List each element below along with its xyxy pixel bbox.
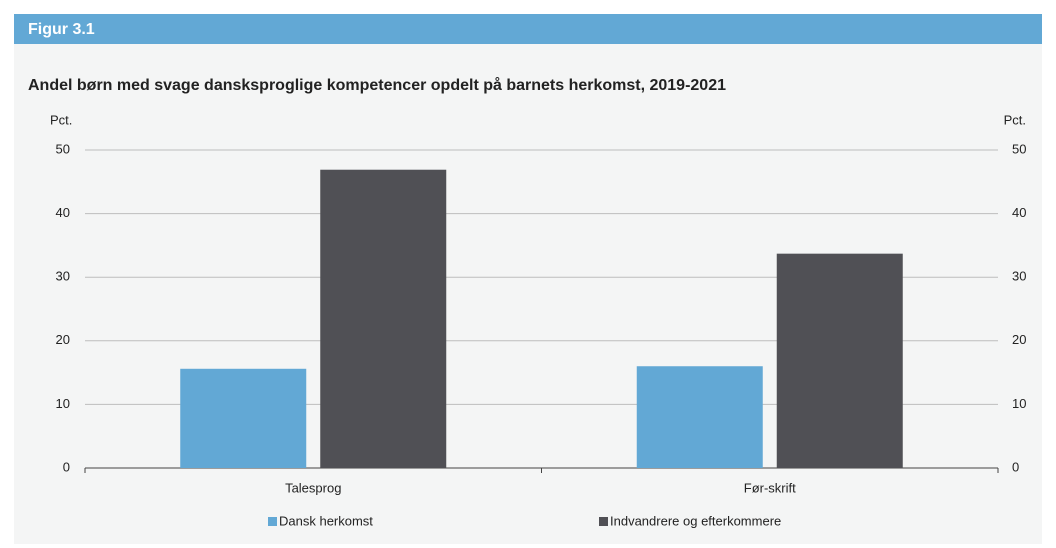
- legend-label: Indvandrere og efterkommere: [610, 513, 781, 528]
- header-title: Figur 3.1: [28, 21, 95, 38]
- y2-tick-label: 30: [1012, 269, 1026, 284]
- legend-label: Dansk herkomst: [279, 513, 373, 528]
- y-tick-label: 30: [56, 269, 70, 284]
- y2-axis-label: Pct.: [1004, 112, 1026, 127]
- y-axis-label: Pct.: [50, 112, 72, 127]
- y2-tick-label: 10: [1012, 396, 1026, 411]
- bar: [636, 366, 763, 468]
- y2-tick-label: 50: [1012, 141, 1026, 156]
- bar: [180, 368, 307, 468]
- x-tick-label: Før-skrift: [744, 480, 796, 495]
- y-tick-label: 0: [63, 459, 70, 474]
- y-tick-label: 50: [56, 141, 70, 156]
- y-tick-label: 40: [56, 205, 70, 220]
- y2-tick-label: 20: [1012, 332, 1026, 347]
- legend-swatch: [268, 517, 277, 526]
- y-tick-label: 20: [56, 332, 70, 347]
- chart-title: Andel børn med svage dansksproglige komp…: [28, 76, 726, 94]
- legend-swatch: [599, 517, 608, 526]
- y-tick-label: 10: [56, 396, 70, 411]
- bar: [320, 169, 447, 468]
- y2-tick-label: 0: [1012, 459, 1019, 474]
- x-tick-label: Talesprog: [285, 480, 341, 495]
- header-bar: [14, 14, 1042, 44]
- bar: [776, 253, 903, 468]
- y2-tick-label: 40: [1012, 205, 1026, 220]
